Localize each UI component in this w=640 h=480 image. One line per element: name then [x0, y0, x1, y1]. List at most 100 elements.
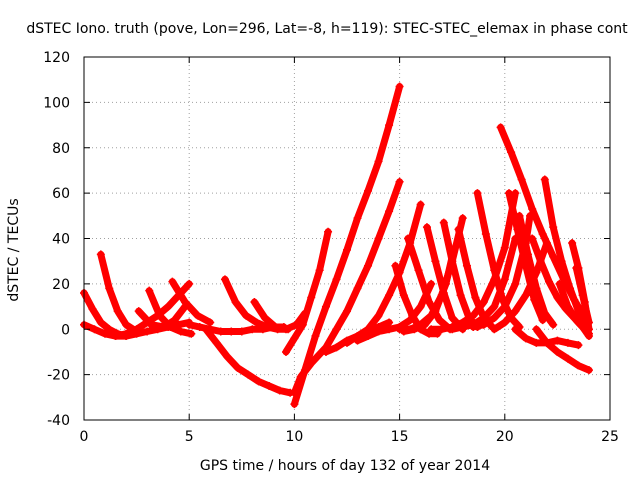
y-tick-label: -20 [47, 368, 70, 384]
data-point-marker [88, 304, 97, 313]
data-point-marker [553, 336, 562, 345]
data-point-marker [406, 325, 415, 334]
data-point-marker [105, 284, 114, 293]
data-point-marker [364, 325, 373, 334]
data-point-marker [532, 325, 541, 334]
data-point-marker [374, 311, 383, 320]
data-point-marker [496, 123, 505, 132]
data-point-marker [469, 311, 478, 320]
data-point-marker [498, 295, 507, 304]
data-point-marker [220, 275, 229, 284]
data-series [290, 177, 404, 397]
data-point-marker [479, 298, 488, 307]
data-series [540, 175, 591, 329]
data-point-marker [557, 257, 566, 266]
data-point-marker [578, 291, 587, 300]
data-point-marker [252, 318, 261, 327]
data-point-marker [532, 284, 541, 293]
data-point-marker [439, 288, 448, 297]
data-series [168, 277, 215, 327]
data-point-marker [258, 325, 267, 334]
data-point-marker [96, 318, 105, 327]
data-point-marker [122, 329, 131, 338]
tick-label-layer: 0 5 10 15 20 25 -40 -20 0 20 40 60 80 100 120 [43, 50, 619, 445]
data-point-marker [168, 277, 177, 286]
data-point-marker [456, 291, 465, 300]
data-point-marker [307, 359, 316, 368]
data-series [185, 320, 288, 336]
series-trace [532, 325, 593, 374]
x-tick-label: 20 [496, 429, 514, 445]
data-point-marker [164, 302, 173, 311]
y-tick-label: 40 [52, 232, 70, 248]
data-point-marker [216, 327, 225, 336]
data-point-marker [532, 338, 541, 347]
data-point-marker [515, 211, 524, 220]
data-point-marker [391, 261, 400, 270]
data-point-marker [122, 320, 131, 329]
y-tick-label: 100 [43, 95, 70, 111]
data-series [505, 189, 547, 325]
data-series [515, 211, 558, 329]
data-point-marker [206, 325, 215, 334]
data-point-marker [549, 223, 558, 232]
data-series [134, 302, 189, 331]
data-point-marker [332, 275, 341, 284]
data-point-marker [427, 279, 436, 288]
data-point-marker [532, 268, 541, 277]
data-point-marker [113, 307, 122, 316]
data-point-marker [155, 311, 164, 320]
data-point-marker [353, 336, 362, 345]
data-point-marker [416, 320, 425, 329]
data-point-marker [290, 334, 299, 343]
data-point-marker [237, 327, 246, 336]
x-tick-label: 10 [285, 429, 303, 445]
data-point-marker [281, 347, 290, 356]
data-point-marker [193, 311, 202, 320]
data-point-marker [471, 293, 480, 302]
series-trace [168, 278, 214, 326]
data-point-marker [395, 325, 404, 334]
data-point-marker [279, 322, 288, 331]
data-point-marker [332, 343, 341, 352]
data-point-marker [343, 245, 351, 254]
data-point-marker [395, 82, 404, 91]
data-point-marker [324, 227, 333, 236]
data-point-marker [448, 325, 457, 334]
data-point-marker [159, 322, 168, 331]
data-point-marker [427, 325, 436, 334]
data-point-marker [233, 363, 242, 372]
data-point-marker [422, 223, 431, 232]
data-point-marker [425, 298, 434, 307]
data-point-marker [566, 284, 575, 293]
data-point-marker [170, 316, 179, 325]
data-point-marker [540, 175, 549, 184]
data-point-marker [469, 322, 478, 331]
x-tick-label: 5 [185, 429, 194, 445]
data-point-marker [448, 257, 457, 266]
data-point-marker [431, 257, 440, 266]
y-tick-label: 0 [61, 322, 70, 338]
data-point-marker [206, 318, 215, 327]
data-point-marker [408, 311, 417, 320]
data-point-marker [132, 325, 141, 334]
data-point-marker [244, 370, 253, 379]
data-point-marker [416, 200, 425, 209]
y-tick-label: 120 [43, 50, 70, 66]
data-point-marker [511, 279, 520, 288]
data-point-marker [500, 318, 509, 327]
data-point-marker [490, 302, 499, 311]
data-point-marker [300, 309, 309, 318]
data-point-marker [414, 266, 423, 275]
grid [84, 57, 610, 420]
data-point-marker [185, 279, 194, 288]
data-point-marker [321, 347, 330, 356]
data-point-marker [435, 316, 444, 325]
data-point-marker [385, 291, 394, 300]
data-point-marker [528, 234, 537, 243]
data-point-marker [364, 261, 373, 270]
data-point-marker [185, 318, 194, 327]
data-point-marker [260, 313, 269, 322]
data-point-marker [248, 325, 257, 334]
